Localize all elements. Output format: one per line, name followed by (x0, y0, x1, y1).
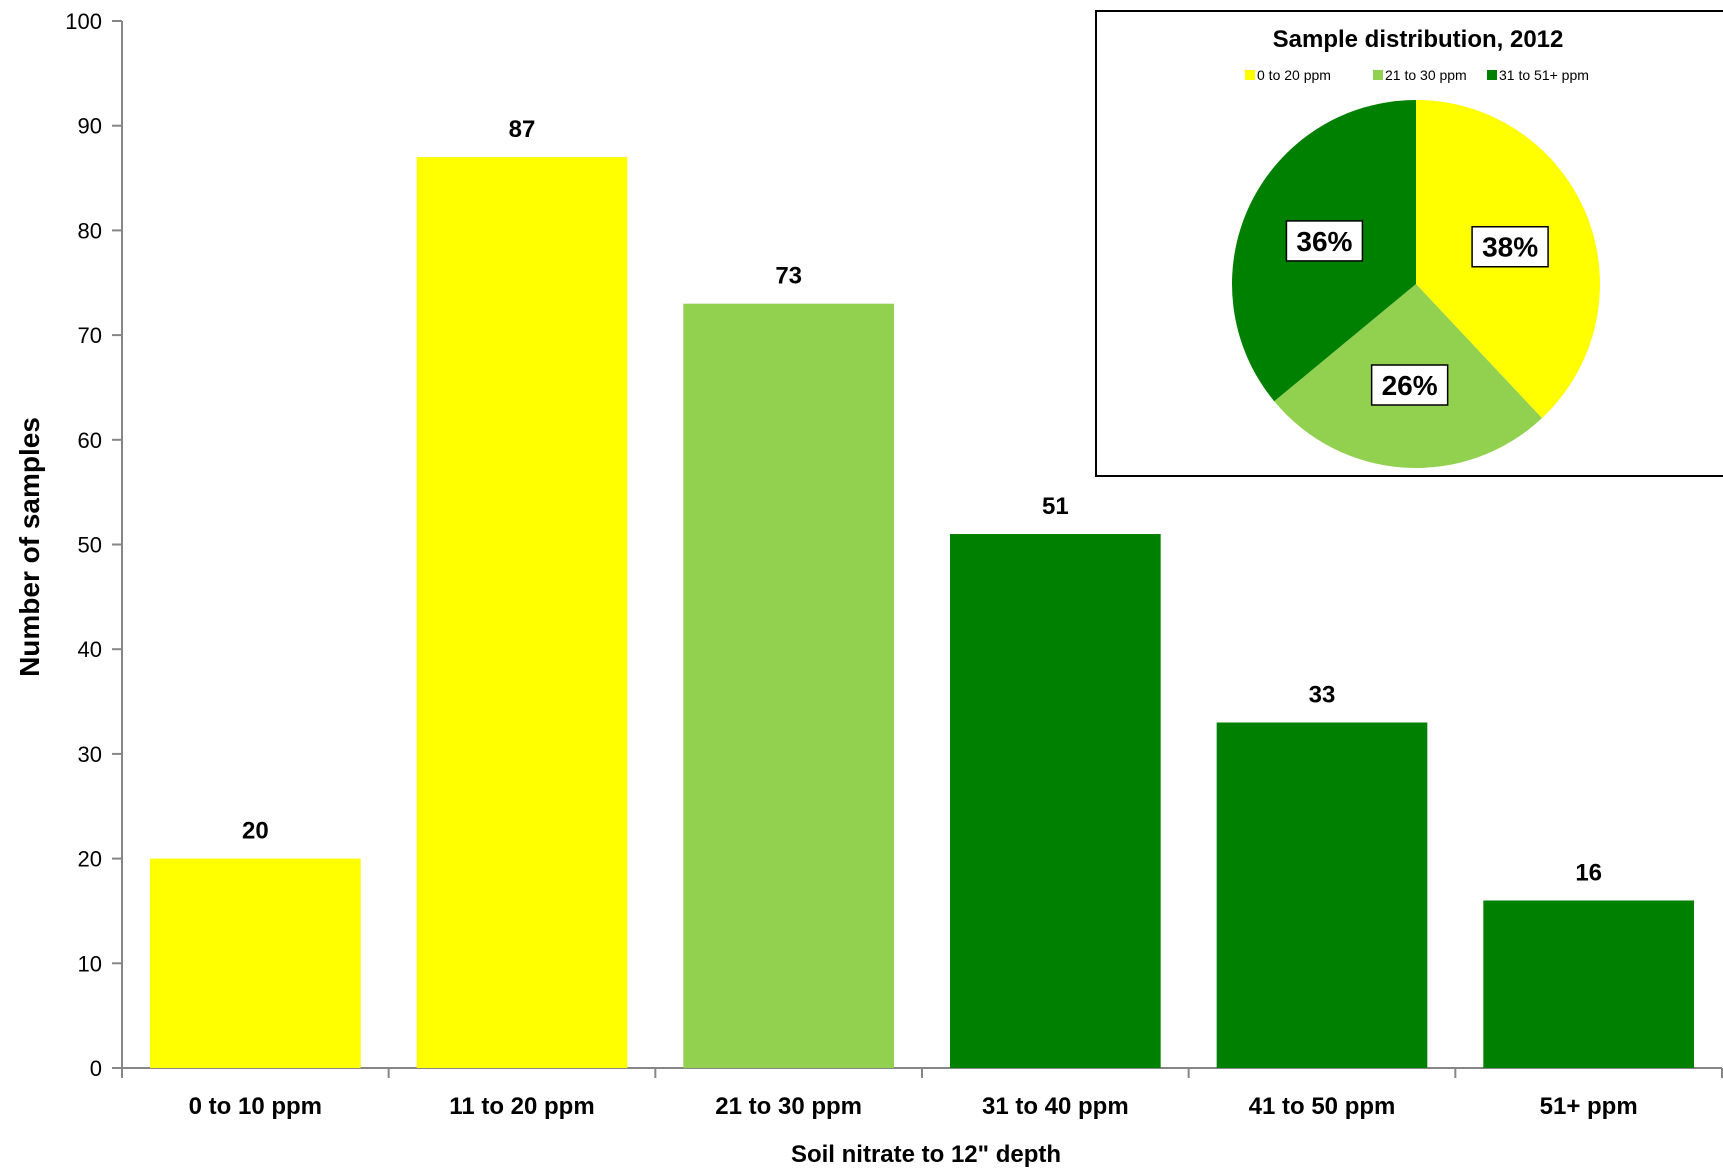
x-category-label: 51+ ppm (1540, 1093, 1638, 1120)
bar-data-label: 87 (509, 116, 536, 143)
bar-chart: 0 10 20 30 40 50 60 70 80 90 100 0 to 10 ppm 11 to … (14, 9, 1723, 1168)
x-category-label: 31 to 40 ppm (982, 1093, 1129, 1120)
pie-data-labels: 38% 26% 36% (1285, 220, 1549, 406)
x-category-label: 21 to 30 ppm (715, 1093, 862, 1120)
pie-label-box (1471, 225, 1549, 268)
y-tick-label: 100 (65, 9, 102, 34)
y-tick-label: 10 (78, 951, 102, 976)
bar-data-label: 16 (1575, 859, 1602, 886)
y-tick-label: 70 (78, 323, 102, 348)
legend-swatch (1245, 70, 1255, 80)
y-tick-label: 40 (78, 637, 102, 662)
bar (950, 534, 1161, 1068)
legend-swatch (1373, 70, 1383, 80)
bars: 20 87 73 51 33 16 (150, 116, 1694, 1069)
legend-swatch (1487, 70, 1497, 80)
bar (683, 303, 894, 1068)
y-tick-label: 60 (78, 428, 102, 453)
y-tick-label: 30 (78, 742, 102, 767)
bar-data-label: 73 (775, 263, 802, 290)
x-axis: 0 to 10 ppm 11 to 20 ppm 21 to 30 ppm 31 to… (121, 1067, 1723, 1120)
y-tick-label: 90 (78, 114, 102, 139)
pie-chart-title: Sample distribution, 2012 (1273, 26, 1564, 53)
pie-legend: 0 to 20 ppm 21 to 30 ppm 31 to 51+ ppm (1245, 67, 1589, 83)
y-axis: 0 10 20 30 40 50 60 70 80 90 100 (65, 9, 123, 1081)
pie-data-label: 36% (1296, 226, 1352, 257)
y-tick-label: 50 (78, 533, 102, 558)
y-tick-label: 0 (90, 1056, 102, 1081)
legend-label: 31 to 51+ ppm (1499, 67, 1589, 83)
y-axis-title: Number of samples (14, 417, 45, 677)
bar-data-label: 20 (242, 818, 269, 845)
x-category-label: 11 to 20 ppm (449, 1093, 594, 1120)
y-tick-label: 80 (78, 218, 102, 243)
bar-data-label: 33 (1309, 681, 1336, 708)
x-category-label: 41 to 50 ppm (1249, 1093, 1396, 1120)
pie-data-label: 26% (1382, 370, 1438, 401)
legend-label: 0 to 20 ppm (1257, 67, 1331, 83)
y-tick-label: 20 (78, 847, 102, 872)
pie-chart-inset: Sample distribution, 2012 0 to 20 ppm 21 … (1095, 10, 1723, 477)
pie-label-box (1370, 364, 1449, 406)
pie-data-label: 38% (1482, 232, 1538, 263)
bar (416, 157, 628, 1069)
bar (1483, 900, 1694, 1068)
bar-data-label: 51 (1042, 493, 1069, 520)
x-axis-title: Soil nitrate to 12" depth (791, 1141, 1061, 1168)
pie-slices (1232, 100, 1600, 469)
pie-label-box (1285, 220, 1364, 262)
bar (150, 858, 361, 1068)
bar (1216, 722, 1428, 1068)
x-category-label: 0 to 10 ppm (189, 1093, 322, 1120)
legend-label: 21 to 30 ppm (1385, 67, 1467, 83)
